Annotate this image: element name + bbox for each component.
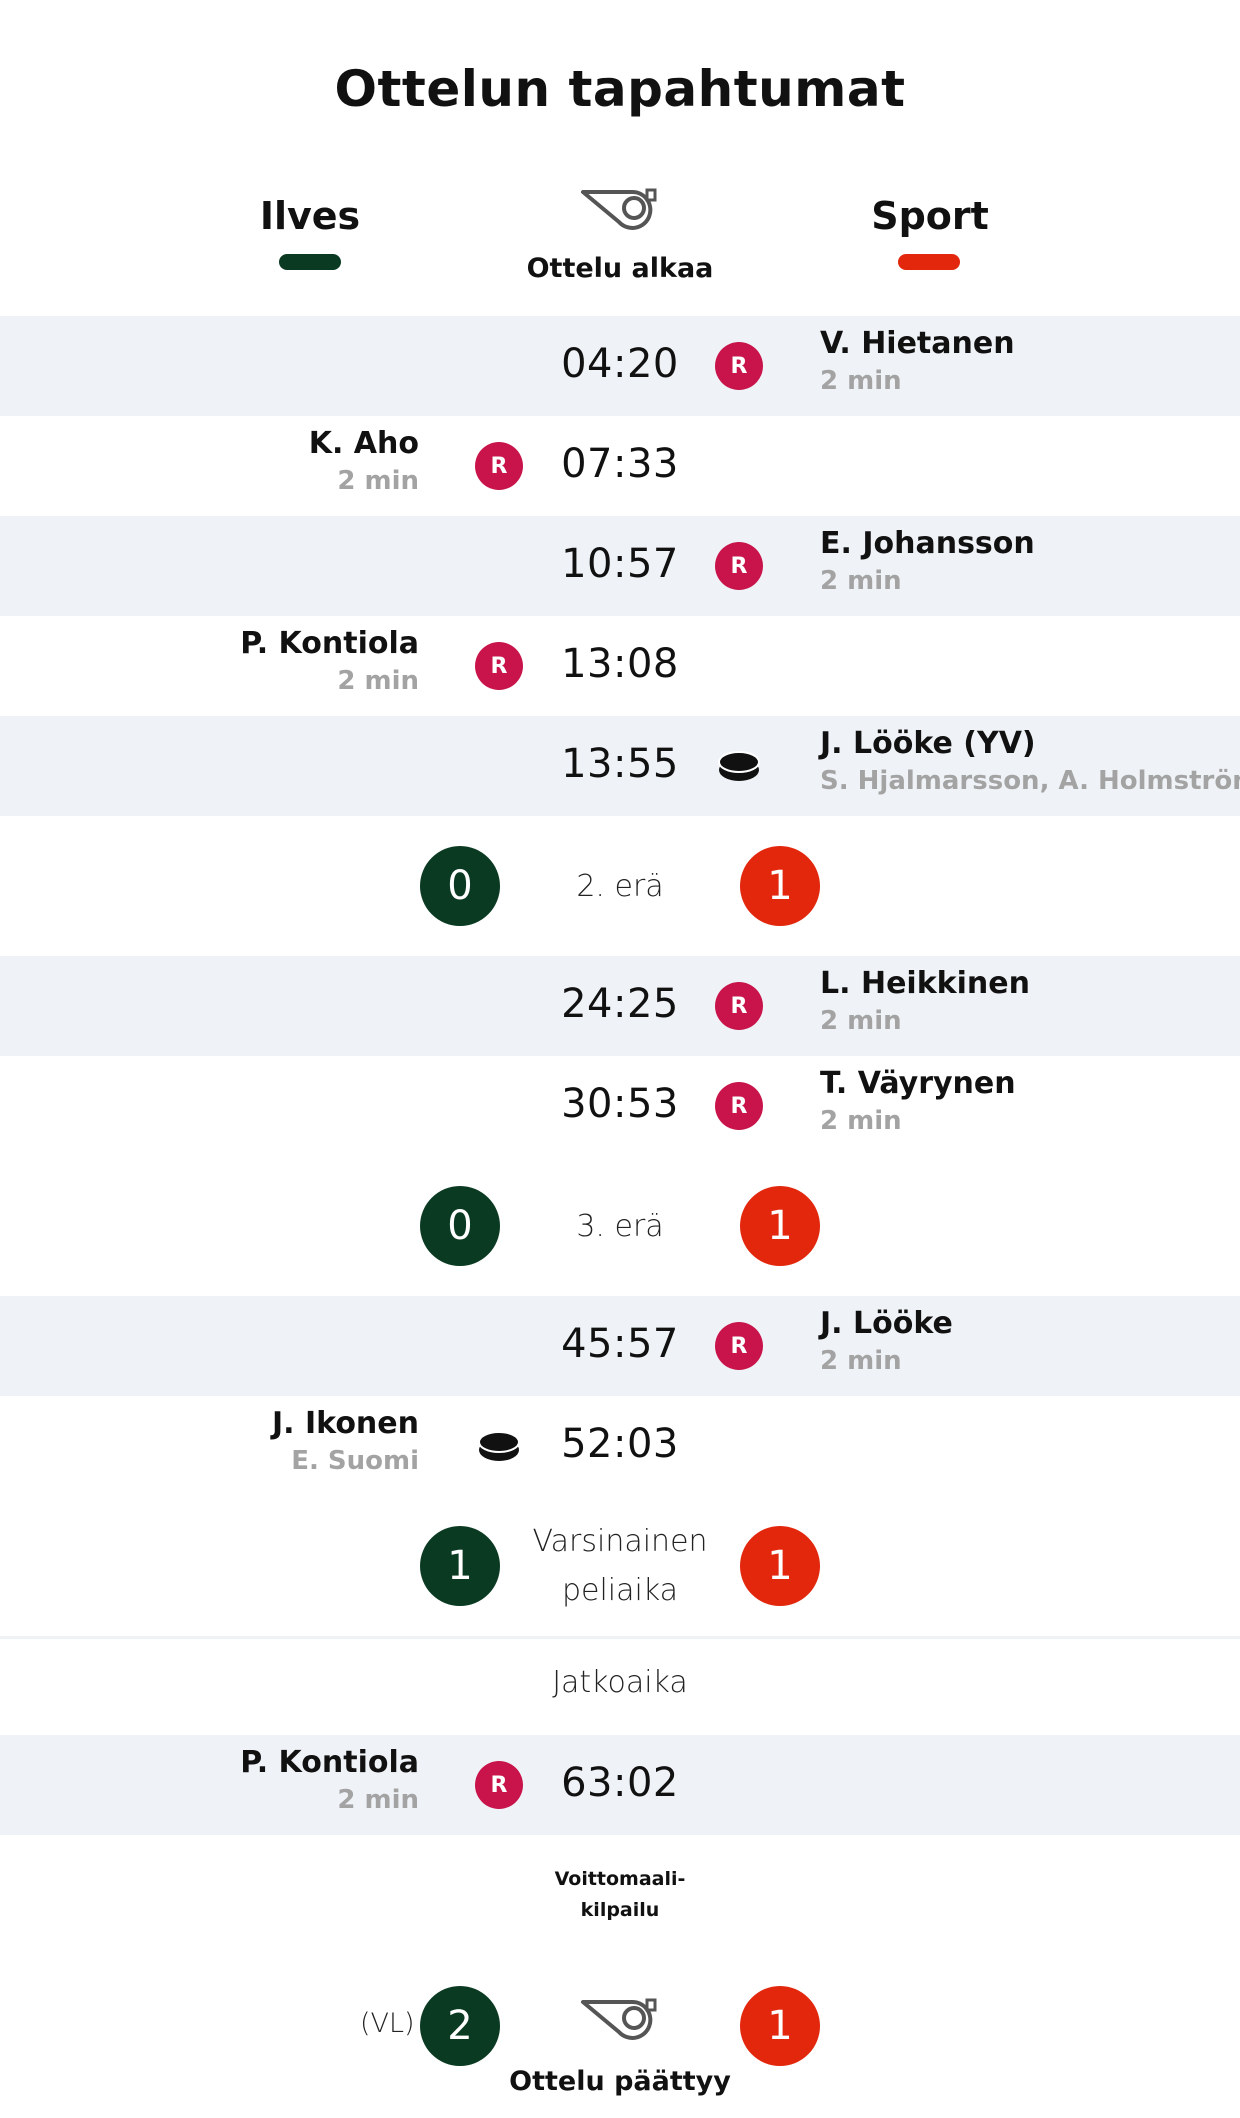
away-score: 1 (740, 846, 820, 926)
event-player: P. Kontiola (240, 626, 419, 661)
final-away-score: 1 (740, 1986, 820, 2066)
event-player: J. Lööke (820, 1306, 953, 1341)
overtime-label: Jatkoaika (552, 1665, 688, 1700)
penalty-badge-icon: R (715, 1322, 763, 1370)
event-time: 10:57 (561, 541, 679, 587)
home-team-color-bar (279, 254, 341, 270)
shootout-label-line1: Voittomaali- (554, 1868, 686, 1890)
home-team-name: Ilves (259, 194, 361, 238)
shootout-win-note: (VL) (360, 2008, 415, 2039)
event-row: 13:08 R P. Kontiola 2 min (0, 616, 1240, 716)
event-time: 07:33 (561, 441, 679, 487)
event-player: K. Aho (308, 426, 419, 461)
regulation-summary: 1 Varsinainen peliaika 1 (0, 1496, 1240, 1636)
home-score: 1 (420, 1526, 500, 1606)
period-summary: 0 2. erä 1 (0, 816, 1240, 956)
event-player: J. Lööke (YV) (820, 726, 1036, 761)
event-row: 07:33 R K. Aho 2 min (0, 416, 1240, 516)
event-row: 04:20 R V. Hietanen 2 min (0, 316, 1240, 416)
event-time: 13:08 (561, 641, 679, 687)
divider (0, 1636, 1240, 1639)
home-score: 0 (420, 1186, 500, 1266)
event-detail: 2 min (337, 466, 419, 496)
period-label-line1: Varsinainen (532, 1524, 708, 1559)
event-detail: 2 min (820, 1346, 902, 1376)
event-time: 45:57 (561, 1321, 679, 1367)
period-summary: 0 3. erä 1 (0, 1156, 1240, 1296)
event-player: P. Kontiola (240, 1745, 419, 1780)
match-start-label: Ottelu alkaa (526, 253, 714, 284)
event-row: 24:25 R L. Heikkinen 2 min (0, 956, 1240, 1056)
event-time: 24:25 (561, 981, 679, 1027)
event-row: 52:03 J. Ikonen E. Suomi (0, 1396, 1240, 1496)
event-row: 30:53 R T. Väyrynen 2 min (0, 1056, 1240, 1156)
event-detail: 2 min (820, 566, 902, 596)
penalty-badge-icon: R (715, 1082, 763, 1130)
page-title: Ottelun tapahtumat (334, 60, 906, 118)
event-player: J. Ikonen (272, 1406, 419, 1441)
penalty-badge-icon: R (715, 542, 763, 590)
shootout-label-line2: kilpailu (580, 1899, 660, 1921)
whistle-icon (579, 184, 659, 230)
period-label: 2. erä (576, 869, 664, 904)
final-home-score: 2 (420, 1986, 500, 2066)
event-time: 13:55 (561, 741, 679, 787)
event-detail: E. Suomi (291, 1446, 419, 1476)
penalty-badge-icon: R (475, 642, 523, 690)
event-detail: S. Hjalmarsson, A. Holmström (820, 766, 1240, 796)
period-label: Varsinainen peliaika (520, 1517, 720, 1615)
penalty-badge-icon: R (715, 982, 763, 1030)
away-score: 1 (740, 1526, 820, 1606)
event-row: 63:02 R P. Kontiola 2 min (0, 1735, 1240, 1835)
event-time: 30:53 (561, 1081, 679, 1127)
puck-icon (475, 1422, 523, 1470)
event-detail: 2 min (820, 366, 902, 396)
home-score: 0 (420, 846, 500, 926)
penalty-badge-icon: R (715, 342, 763, 390)
event-detail: 2 min (820, 1006, 902, 1036)
event-detail: 2 min (820, 1106, 902, 1136)
away-team-name: Sport (871, 194, 989, 238)
penalty-badge-icon: R (475, 1761, 523, 1809)
event-row: 13:55 J. Lööke (YV) S. Hjalmarsson, A. H… (0, 716, 1240, 816)
match-end-label: Ottelu päättyy (509, 2066, 731, 2097)
away-team-color-bar (898, 254, 960, 270)
period-label-line2: peliaika (561, 1573, 679, 1608)
penalty-badge-icon: R (475, 442, 523, 490)
event-detail: 2 min (337, 666, 419, 696)
period-label: 3. erä (576, 1209, 664, 1244)
event-player: L. Heikkinen (820, 966, 1030, 1001)
event-row: 45:57 R J. Lööke 2 min (0, 1296, 1240, 1396)
event-player: T. Väyrynen (820, 1066, 1016, 1101)
shootout-label: Voittomaali- kilpailu (520, 1864, 720, 1926)
event-detail: 2 min (337, 1785, 419, 1815)
whistle-icon (579, 1994, 659, 2040)
event-time: 63:02 (561, 1760, 679, 1806)
event-player: E. Johansson (820, 526, 1035, 561)
event-player: V. Hietanen (820, 326, 1015, 361)
puck-icon (715, 742, 763, 790)
event-time: 04:20 (561, 341, 679, 387)
away-score: 1 (740, 1186, 820, 1266)
event-time: 52:03 (561, 1421, 679, 1467)
event-row: 10:57 R E. Johansson 2 min (0, 516, 1240, 616)
